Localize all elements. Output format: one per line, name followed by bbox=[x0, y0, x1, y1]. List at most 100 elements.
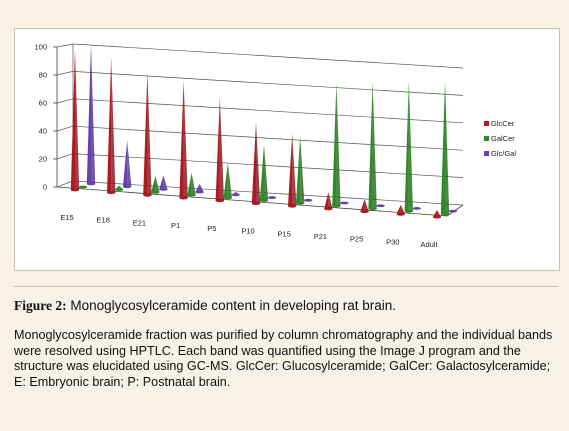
cone-glccer bbox=[288, 133, 297, 208]
cone-glc-gal-base bbox=[448, 209, 458, 213]
cone-galcer-shade bbox=[300, 136, 305, 205]
caption-divider bbox=[14, 286, 558, 287]
gridline bbox=[72, 98, 464, 124]
gridline-side bbox=[56, 98, 74, 104]
cone-glccer bbox=[107, 56, 116, 195]
cone-galcer bbox=[151, 175, 160, 194]
cone-galcer-right bbox=[227, 162, 232, 200]
cone-glccer-shade bbox=[292, 133, 297, 208]
gridline-side bbox=[56, 43, 74, 48]
cone-galcer-foot bbox=[332, 204, 341, 208]
cone-glc-gal bbox=[123, 140, 132, 189]
x-tick-label: E18 bbox=[97, 216, 110, 225]
cone-glccer-right bbox=[75, 50, 80, 192]
legend-label: GlcCer bbox=[491, 119, 515, 128]
cone-galcer-left bbox=[404, 81, 409, 213]
cone-galcer-left bbox=[259, 144, 264, 202]
gridline-side bbox=[56, 71, 74, 76]
cone-glc-gal-base bbox=[304, 198, 313, 202]
cone-galcer-foot bbox=[115, 188, 124, 192]
cone-glc-gal-left bbox=[123, 140, 128, 188]
cone-glccer bbox=[251, 122, 261, 205]
cone-galcer bbox=[368, 81, 377, 211]
cone-glc-gal-right bbox=[127, 140, 132, 188]
cone-galcer bbox=[404, 81, 413, 213]
cone-glc-gal-right bbox=[163, 175, 168, 191]
gridline-side bbox=[56, 125, 74, 132]
cone-glccer-left bbox=[324, 192, 329, 211]
cone-galcer-base bbox=[78, 185, 88, 189]
cone-galcer-shade bbox=[336, 82, 341, 208]
cone-glccer-left bbox=[251, 122, 256, 205]
cone-galcer bbox=[440, 81, 450, 216]
cone-glccer-shade bbox=[219, 97, 224, 203]
cone-glc-gal-foot bbox=[159, 188, 168, 191]
cone-galcer-shade bbox=[155, 175, 160, 194]
cone-glccer-right bbox=[183, 80, 188, 200]
cone-glccer-right bbox=[147, 72, 152, 197]
legend-label: Glc/Gal bbox=[491, 149, 516, 158]
cone-galcer-foot bbox=[296, 201, 305, 205]
cone-galcer-right bbox=[300, 136, 305, 205]
cone-galcer-left bbox=[187, 172, 192, 197]
cone-glccer-shade bbox=[364, 199, 369, 213]
monoglycosylceramide-chart: 0 20 40 60 80 100 E15 E18 E21 P1 P5 P10 P15 P21 P25 P3… bbox=[34, 43, 516, 250]
cone-glc-gal-left bbox=[86, 44, 91, 186]
cone-galcer-left bbox=[151, 175, 156, 194]
gridline-side bbox=[56, 180, 74, 188]
cone-galcer-shade bbox=[191, 172, 196, 197]
gridline bbox=[72, 125, 464, 151]
x-tick-label: P1 bbox=[171, 221, 180, 230]
cone-galcer-right bbox=[264, 144, 269, 202]
x-tick-label: E21 bbox=[133, 218, 146, 227]
cone-glccer-shade bbox=[75, 50, 80, 192]
figure-caption-title: Figure 2: Monoglycosylceramide content i… bbox=[14, 297, 558, 314]
x-tick-label: P30 bbox=[386, 237, 399, 246]
cone-glccer bbox=[215, 97, 224, 203]
cone-glc-gal bbox=[304, 198, 313, 202]
cone-glccer-right bbox=[111, 56, 116, 194]
legend-swatch bbox=[484, 121, 489, 126]
cone-glccer-foot bbox=[215, 199, 224, 203]
cone-glccer-left bbox=[215, 97, 220, 203]
cone-glccer-foot bbox=[360, 210, 369, 214]
y-tick-label: 80 bbox=[39, 71, 47, 80]
cone-glccer-left bbox=[396, 204, 401, 216]
y-tick-label: 0 bbox=[43, 183, 47, 192]
cone-galcer bbox=[187, 172, 196, 197]
cone-glccer-right bbox=[219, 97, 224, 203]
cone-glccer bbox=[360, 199, 369, 214]
x-tick-label: P10 bbox=[241, 227, 254, 236]
gridline bbox=[72, 43, 464, 69]
cone-glccer-foot bbox=[324, 207, 333, 211]
cone-galcer-left bbox=[332, 82, 337, 208]
cone-glccer-foot bbox=[70, 188, 80, 192]
cone-glc-gal-base bbox=[412, 207, 421, 210]
cone-glc-gal-foot bbox=[86, 182, 96, 186]
cone-galcer-shade bbox=[408, 81, 413, 213]
legend-label: GalCer bbox=[491, 134, 515, 143]
cone-glccer-shade bbox=[328, 192, 333, 211]
cone-glc-gal-base bbox=[340, 201, 349, 205]
cone-galcer-right bbox=[372, 81, 377, 210]
cone-galcer-shade bbox=[445, 81, 450, 216]
cone-galcer-foot bbox=[187, 193, 196, 197]
cone-glccer-left bbox=[288, 133, 293, 208]
legend-swatch bbox=[484, 151, 489, 156]
cone-glc-gal bbox=[195, 183, 204, 194]
cone-galcer bbox=[259, 144, 269, 202]
cone-galcer-foot bbox=[223, 196, 232, 200]
chart-panel: 0 20 40 60 80 100 E15 E18 E21 P1 P5 P10 P15 P21 P25 P3… bbox=[14, 28, 560, 271]
cone-galcer-right bbox=[445, 81, 450, 216]
cone-glc-gal-shade bbox=[163, 175, 168, 191]
legend-swatch bbox=[484, 136, 489, 141]
cone-galcer-right bbox=[408, 81, 413, 213]
cone-glccer-foot bbox=[288, 204, 297, 208]
cone-glc-gal-base bbox=[267, 196, 277, 199]
cone-glccer-right bbox=[328, 192, 333, 211]
cone-glc-gal-foot bbox=[195, 190, 204, 194]
cone-galcer-right bbox=[336, 82, 341, 208]
cone-glccer-shade bbox=[111, 56, 116, 194]
x-tick-label: P5 bbox=[207, 224, 216, 233]
cone-galcer-shade bbox=[372, 81, 377, 210]
